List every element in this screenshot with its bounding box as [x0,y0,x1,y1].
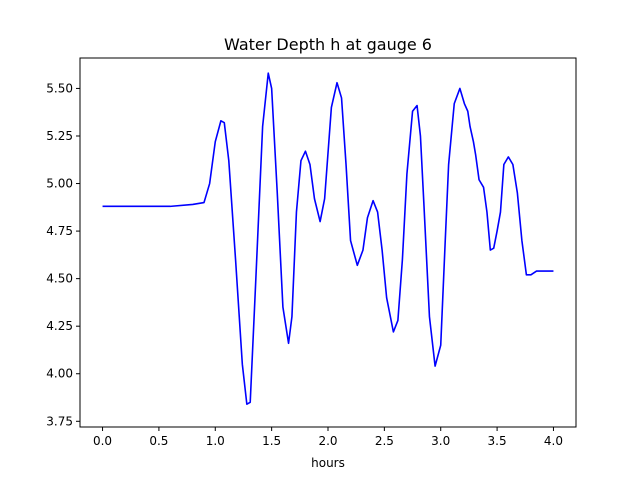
y-tick-label: 4.50 [46,272,73,286]
axes-frame [79,57,577,428]
x-axis-label: hours [311,456,345,470]
x-tick-label: 3.5 [488,434,507,448]
y-tick-label: 4.00 [46,367,73,381]
x-tick-label: 4.0 [544,434,563,448]
y-tick-label: 4.75 [46,224,73,238]
x-tick-label: 1.5 [262,434,281,448]
chart-title: Water Depth h at gauge 6 [224,35,432,54]
x-tick-label: 0.5 [149,434,168,448]
x-tick-label: 2.5 [375,434,394,448]
x-tick-label: 0.0 [93,434,112,448]
x-tick-label: 1.0 [206,434,225,448]
y-tick-label: 5.00 [46,177,73,191]
x-tick-label: 3.0 [431,434,450,448]
x-tick-label: 2.0 [318,434,337,448]
plot-area: 0.0 0.5 1.0 1.5 2.0 2.5 3.0 3.5 4.0 3.75 4.00 4.25 4… [46,57,577,448]
y-tick-label: 3.75 [46,414,73,428]
series-line-0 [102,72,554,405]
y-tick-label: 4.25 [46,319,73,333]
y-tick-label: 5.25 [46,129,73,143]
y-tick-label: 5.50 [46,81,73,95]
